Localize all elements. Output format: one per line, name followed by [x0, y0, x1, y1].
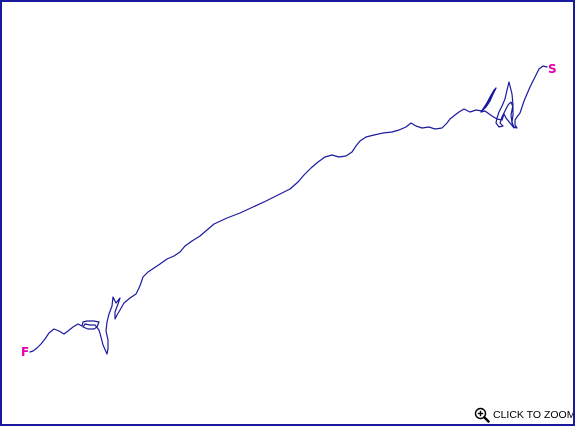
route-loop-upper [480, 87, 497, 113]
finish-marker: F [21, 345, 29, 359]
click-to-zoom-label: CLICK TO ZOOM [493, 409, 575, 421]
zoom-in-magnifier-icon [474, 407, 490, 423]
start-marker: S [548, 62, 557, 76]
click-to-zoom-button[interactable]: CLICK TO ZOOM [474, 406, 575, 424]
route-line [29, 65, 548, 355]
